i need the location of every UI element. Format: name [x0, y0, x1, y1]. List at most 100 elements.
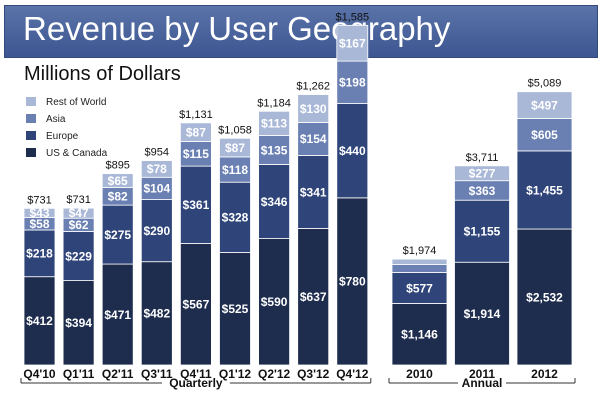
data-label: $113	[261, 117, 287, 131]
data-label: $275	[104, 228, 131, 242]
total-label: $1,974	[403, 245, 437, 257]
bar-segment	[219, 137, 251, 158]
data-label: $471	[104, 308, 131, 322]
data-label: $78	[147, 162, 167, 176]
total-label: $5,089	[528, 78, 562, 90]
data-label: $115	[183, 147, 209, 161]
legend-label: US & Canada	[46, 148, 108, 159]
data-label: $87	[186, 125, 206, 139]
data-label: $62	[69, 218, 89, 232]
total-label: $731	[66, 194, 90, 206]
data-label: $277	[469, 167, 496, 181]
x-tick-label: Q2'12	[258, 367, 291, 381]
x-tick-label: Q4'11	[180, 367, 212, 381]
data-label: $341	[300, 185, 327, 199]
x-tick-label: Q2'11	[102, 367, 134, 381]
bar-segment	[23, 229, 56, 278]
data-label: $2,532	[526, 290, 563, 304]
bar-segment	[391, 258, 448, 265]
data-label: $328	[222, 211, 249, 225]
bar-segment	[336, 197, 369, 366]
data-label: $118	[222, 163, 248, 177]
chart-subtitle: Millions of Dollars	[24, 63, 181, 85]
bar-segment	[101, 263, 134, 366]
bar-segment	[297, 228, 330, 366]
data-label: $590	[261, 295, 288, 309]
x-tick-label: Q4'12	[336, 367, 369, 381]
bar-segment	[62, 231, 95, 281]
bar-segment	[258, 135, 291, 165]
legend-swatch	[26, 148, 36, 157]
total-label: $954	[145, 147, 169, 159]
group-label: Annual	[462, 376, 503, 390]
x-tick-label: 2012	[531, 367, 558, 381]
data-label: $1,914	[464, 307, 501, 321]
bar-segment	[336, 60, 369, 104]
data-label: $412	[26, 314, 53, 328]
total-label: $1,131	[179, 109, 213, 121]
data-label: $605	[531, 128, 558, 142]
bar-segment	[179, 165, 212, 244]
data-label: $130	[300, 102, 327, 116]
bar-segment	[179, 122, 212, 142]
data-label: $198	[339, 76, 366, 90]
data-label: $290	[143, 224, 170, 238]
legend-label: Europe	[46, 131, 79, 142]
total-label: $731	[27, 194, 51, 206]
bar-segment	[297, 122, 330, 156]
x-tick-label: Q1'11	[63, 367, 95, 381]
bar-segment	[454, 199, 510, 263]
data-label: $1,146	[401, 328, 438, 342]
bar-segment	[219, 252, 251, 366]
data-label: $87	[225, 141, 245, 155]
legend-label: Asia	[46, 114, 66, 125]
data-label: $1,455	[526, 183, 563, 197]
bar-segment	[101, 173, 134, 188]
x-tick-label: Q1'12	[219, 367, 252, 381]
data-label: $82	[108, 190, 128, 204]
data-label: $47	[69, 206, 89, 220]
bar-segment	[258, 238, 291, 366]
bar-segment	[179, 243, 212, 366]
x-tick-label: 2010	[406, 367, 433, 381]
total-label: $895	[105, 160, 129, 172]
bar-segment	[336, 24, 369, 62]
bar-segment	[516, 91, 573, 119]
data-label: $135	[261, 143, 288, 157]
x-tick-label: Q3'12	[297, 367, 330, 381]
bar-segment	[391, 264, 448, 273]
legend-swatch	[26, 114, 36, 123]
bar-segment	[454, 261, 510, 366]
bar-segment	[516, 228, 573, 366]
bar-segment	[258, 110, 291, 136]
bar-segment	[62, 207, 95, 219]
title-bar: Revenue by User Geography	[4, 5, 598, 58]
bar-segment	[62, 280, 95, 366]
bar-segment	[336, 103, 369, 199]
data-label: $218	[26, 247, 53, 261]
bar-segment	[23, 276, 56, 366]
data-label: $58	[29, 217, 49, 231]
total-label: $3,711	[466, 152, 499, 164]
data-label: $363	[469, 184, 496, 198]
bar-segment	[516, 118, 573, 152]
legend-swatch	[26, 97, 36, 106]
bar-segment	[454, 165, 510, 182]
data-label: $229	[65, 249, 92, 263]
data-label: $577	[406, 281, 433, 295]
total-label: $1,585	[335, 11, 369, 23]
bar-segment	[140, 261, 173, 366]
data-label: $1,155	[464, 225, 501, 239]
bar-segment	[219, 181, 251, 253]
data-label: $567	[183, 298, 210, 312]
data-label: $497	[531, 98, 558, 112]
x-tick-label: 2011	[469, 367, 495, 381]
legend-label: Rest of World	[46, 97, 106, 108]
data-label: $43	[29, 206, 49, 220]
data-label: $637	[300, 290, 327, 304]
bar-segment	[297, 94, 330, 123]
bar-segment	[140, 160, 173, 178]
bar-segment	[23, 207, 56, 218]
legend-swatch	[26, 131, 36, 140]
